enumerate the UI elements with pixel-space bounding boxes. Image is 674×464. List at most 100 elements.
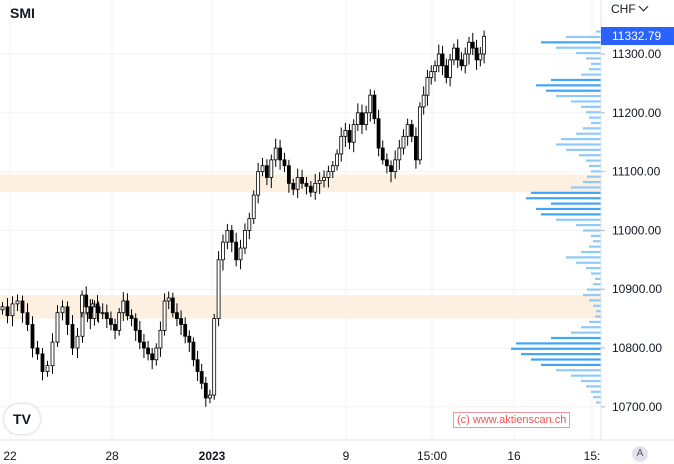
candle-body — [360, 112, 364, 125]
volume-profile-bar — [521, 353, 601, 356]
volume-profile-bar — [583, 229, 601, 232]
volume-profile-bar — [571, 331, 601, 334]
volume-profile-bar — [596, 30, 601, 33]
volume-profile-bar — [536, 207, 601, 211]
candle-body — [401, 135, 406, 149]
candle-body — [273, 147, 278, 161]
highlight-zone — [0, 295, 601, 319]
volume-profile-bar — [581, 105, 601, 108]
volume-profile-bar — [593, 396, 601, 399]
volume-profile-bar — [511, 347, 601, 350]
volume-profile-bar — [589, 299, 601, 302]
candle-body — [150, 353, 155, 361]
candle-body — [166, 297, 171, 302]
candle-body — [195, 359, 200, 372]
candle-body — [70, 324, 75, 349]
candle-body — [191, 341, 196, 361]
candle-body — [229, 229, 234, 243]
volume-profile-bar — [556, 143, 601, 146]
candle-body — [142, 341, 146, 349]
time-tick-label: 15:00 — [417, 449, 447, 463]
candle-body — [368, 94, 373, 114]
candle-body — [133, 318, 138, 331]
price-tick-label: 11000.00 — [612, 223, 661, 237]
price-tick-label: 11100.00 — [612, 165, 661, 179]
candle-body — [351, 124, 356, 143]
chevron-down-icon — [638, 1, 649, 12]
candle-body — [317, 180, 322, 184]
candle-body — [225, 229, 230, 243]
candle-body — [65, 306, 70, 325]
volume-profile-bar — [593, 240, 601, 243]
volume-profile-bar — [571, 374, 601, 377]
price-tick-label: 10900.00 — [612, 282, 662, 296]
candle-body — [265, 165, 269, 178]
candle-body — [183, 324, 188, 337]
volume-profile-bar — [551, 202, 601, 205]
candle-body — [405, 124, 410, 137]
volume-profile-bar — [595, 315, 601, 318]
volume-profile-bar — [589, 68, 601, 71]
candle-body — [109, 318, 113, 325]
volume-profile-bar — [591, 62, 601, 65]
candle-body — [269, 159, 274, 178]
candle-body — [40, 353, 45, 372]
volume-profile-bar — [581, 326, 601, 329]
volume-profile-bar — [595, 277, 601, 280]
candle-body — [414, 135, 418, 161]
time-tick-label: 9 — [343, 449, 350, 463]
volume-profile-bar — [576, 51, 601, 55]
candle-body — [313, 182, 318, 193]
candle-body — [291, 182, 296, 190]
volume-profile-bar — [551, 78, 601, 82]
candle-body — [308, 185, 313, 193]
candle-body — [20, 300, 25, 314]
candle-body — [221, 241, 225, 261]
candle-body — [129, 315, 134, 320]
grid-lines — [0, 0, 601, 440]
candle-body — [15, 300, 20, 305]
candle-body — [10, 303, 15, 317]
candle-body — [92, 306, 97, 319]
candle-body — [417, 106, 422, 161]
candle-body — [467, 41, 471, 55]
candle-body — [478, 53, 483, 61]
candle-body — [470, 41, 475, 49]
candle-body — [364, 112, 369, 125]
candle-body — [238, 247, 243, 261]
currency-label: CHF — [611, 2, 636, 16]
candle-body — [216, 259, 221, 319]
candle-body — [96, 306, 101, 314]
time-tick-label: 2023 — [199, 449, 226, 463]
candle-body — [380, 147, 385, 161]
volume-profile-bar — [576, 224, 601, 227]
volume-profile-bar — [587, 288, 601, 291]
time-axis[interactable]: 22 28 2023 9 15:00 16 15: — [3, 449, 600, 463]
candle-body — [440, 53, 445, 67]
candle-body — [137, 329, 142, 343]
volume-profile-bar — [591, 170, 601, 173]
price-axis[interactable]: 11300.00 11200.00 11100.00 11000.00 10900.00… — [601, 47, 662, 414]
volume-profile-bar — [596, 401, 601, 404]
candle-body — [179, 318, 183, 325]
time-tick-label: 22 — [3, 449, 17, 463]
volume-profile-bar — [593, 304, 601, 307]
currency-selector[interactable]: CHF — [611, 1, 649, 16]
candle-body — [278, 147, 282, 161]
volume-profile-bar — [589, 116, 601, 119]
volume-profile-bar — [541, 363, 601, 366]
price-tick-label: 10800.00 — [612, 341, 662, 355]
price-tick-label: 10700.00 — [612, 400, 662, 414]
tradingview-logo-icon[interactable]: TV — [4, 404, 40, 434]
candle-body — [84, 294, 89, 308]
candle-body — [199, 371, 204, 384]
candle-body — [304, 182, 309, 187]
candle-body — [158, 329, 163, 349]
auto-scale-button[interactable]: A — [632, 446, 648, 462]
volume-profile-bar — [586, 267, 601, 270]
volume-profile-bar — [581, 73, 601, 76]
candle-body — [100, 312, 105, 315]
candle-body — [154, 347, 159, 361]
candle-body — [125, 300, 130, 317]
